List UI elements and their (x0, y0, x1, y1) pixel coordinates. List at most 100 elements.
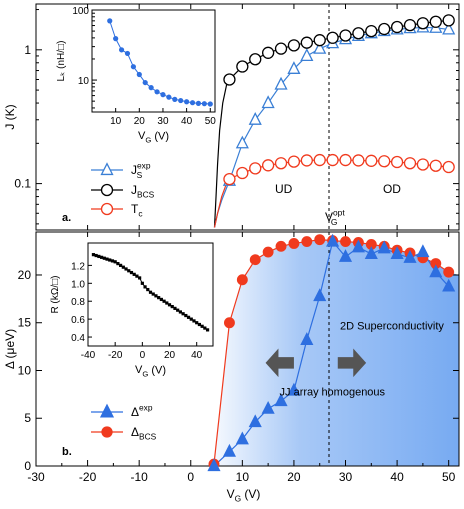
inset-a-point (113, 36, 119, 42)
inset-b-xtick-label: -20 (108, 350, 123, 361)
dbcs-point (301, 236, 313, 248)
inset-b-point (181, 312, 185, 316)
inset-b-point (127, 269, 131, 273)
a-ytick-label: 1 (24, 43, 31, 57)
b-ylabel: Δ (μeV) (3, 329, 17, 369)
dbcs-point (314, 234, 326, 246)
inset-b-point (102, 256, 106, 260)
dexp-point (338, 249, 353, 262)
js-point (274, 76, 288, 90)
tc-point (261, 159, 275, 172)
dexp-point (261, 400, 275, 414)
jbcs-point (261, 46, 275, 59)
dbcs-point (223, 317, 235, 329)
dexp-point (377, 240, 391, 254)
inset-b-point (119, 263, 123, 267)
legend-marker-jbcs (100, 183, 114, 197)
inset-a-ytick-label: 100 (72, 6, 89, 17)
js-point (287, 61, 301, 74)
dexp-point (207, 458, 221, 472)
b-xtick-label: -30 (27, 470, 45, 484)
inset-a-point (207, 101, 213, 107)
tc-point (403, 157, 417, 170)
inset-b-point (105, 257, 109, 261)
inset-b-ytick-label: 0.6 (71, 315, 85, 326)
inset-b-point (159, 297, 163, 302)
inset-b-point (154, 294, 158, 298)
panel-a-frame (35, 3, 460, 231)
inset-b-ytick-label: 0.8 (71, 297, 85, 308)
inset-b-point (151, 292, 155, 296)
inset-a-frame (91, 9, 216, 113)
inset-b-point (97, 254, 101, 259)
annotation-ud: UD (275, 182, 293, 196)
inset-a-point (142, 79, 148, 86)
tc-point (274, 157, 288, 170)
b-xtick-label: 0 (187, 470, 194, 484)
inset-a-xtick-label: 30 (157, 116, 169, 127)
inset-a-point (148, 85, 154, 91)
inset-b-ytick-label: 1.2 (71, 261, 85, 272)
inset-b-point (143, 285, 147, 289)
dbcs-point (249, 254, 261, 266)
tc-point (223, 172, 236, 186)
inset-b-point (178, 310, 182, 314)
inset-a-xtick-label: 10 (110, 116, 122, 127)
tc-point (352, 154, 365, 167)
inset-b-point (138, 276, 142, 280)
inset-b-point (170, 304, 174, 309)
js-point (248, 112, 262, 125)
inset-b-point (135, 274, 139, 278)
dexp-point (351, 239, 365, 253)
inset-a-xtick-label: 20 (134, 116, 146, 127)
inset-a-point (189, 100, 196, 106)
dexp-point (313, 288, 327, 302)
tc-point (287, 155, 301, 168)
inset-a-point (118, 47, 125, 53)
tc-point (429, 159, 442, 172)
inset-b-point (165, 301, 169, 305)
inset-b-point (146, 287, 150, 292)
b-xtick-label: -10 (130, 470, 148, 484)
inset-b-point (113, 260, 117, 264)
inset-b-xtick-label: 0 (140, 350, 146, 361)
inset-a-xtick-label: 50 (205, 116, 217, 127)
dbcs-point (340, 236, 351, 248)
jbcs-point (313, 34, 326, 47)
inset-b-point (186, 315, 191, 319)
inset-b-point (108, 258, 112, 262)
inset-a-point (124, 50, 131, 57)
jbcs-point (300, 36, 313, 49)
legend-marker-tc (100, 202, 114, 216)
legend-label-dexp: Δexp (131, 403, 153, 419)
tc-point (365, 154, 378, 167)
tc-point (416, 158, 430, 171)
annotation-jj-array: JJ array (280, 386, 320, 398)
legend-marker-js (100, 162, 114, 176)
dbcs-point (275, 240, 287, 252)
jbcs-point (390, 20, 404, 34)
inset-a-xtick-label: 40 (181, 116, 193, 127)
inset-b-xtick-label: -40 (81, 350, 96, 361)
inset-a-point (195, 100, 202, 106)
b-xtick-label: 20 (287, 470, 301, 484)
dexp-point (403, 250, 417, 263)
inset-a-point (130, 64, 136, 70)
inset-b-xtick-label: 20 (164, 350, 176, 361)
inset-b-point (192, 319, 196, 323)
inset-b-point (162, 299, 166, 303)
tc-point (339, 153, 352, 167)
b-shaded-region (213, 239, 459, 466)
inset-a-point (107, 18, 113, 24)
a-ytick-label: 0.1 (14, 177, 31, 191)
legend-label-js: Jexp S (131, 161, 151, 181)
inset-b-point (200, 324, 204, 328)
inset-b-point (140, 281, 144, 285)
legend-marker-dexp (99, 403, 115, 418)
jbcs-point (223, 73, 236, 86)
b-xtick-label: -20 (79, 470, 97, 484)
b-xtick-label: 30 (339, 470, 353, 484)
panel-a-label: a. (62, 212, 71, 224)
b-xtick-label: 50 (442, 470, 456, 484)
